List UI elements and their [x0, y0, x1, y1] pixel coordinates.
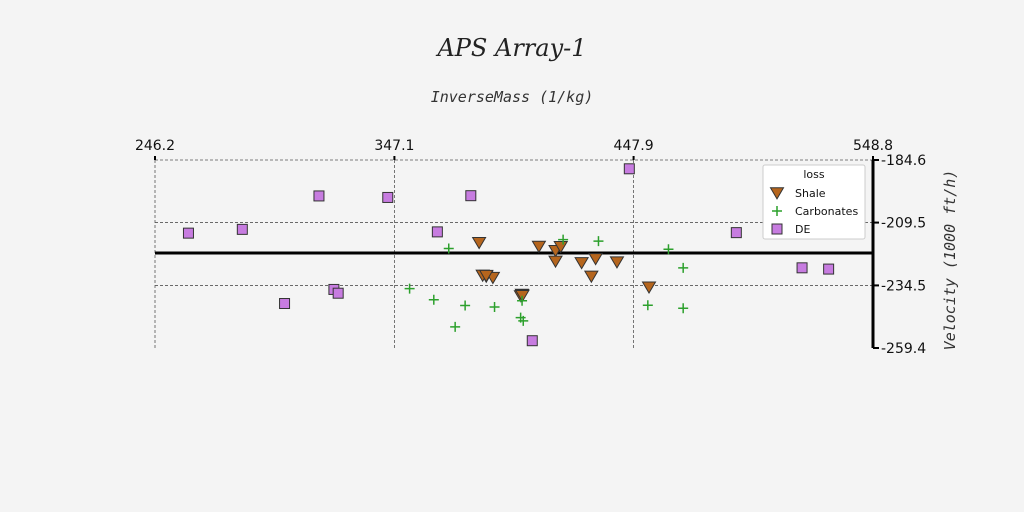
data-point [182, 227, 194, 239]
data-point [428, 294, 439, 305]
y-tick-label: -259.4 [881, 341, 926, 357]
data-point [531, 240, 547, 254]
data-point [823, 263, 835, 275]
data-point [517, 295, 528, 306]
x-axis-label: InverseMass (1/kg) [430, 88, 594, 106]
legend-entry: Carbonates [795, 205, 858, 218]
data-point [471, 236, 487, 250]
legend-box [762, 164, 866, 240]
legend-title: loss [803, 168, 825, 181]
x-tick-label: 548.8 [853, 138, 893, 154]
series-de [182, 163, 835, 347]
legend-entry: Shale [795, 187, 826, 200]
data-point [588, 253, 603, 266]
y-axis-label: Velocity (1000 ft/h) [941, 170, 959, 351]
data-point [623, 163, 635, 175]
data-point [574, 257, 589, 270]
data-point [548, 255, 563, 269]
data-point [515, 312, 526, 323]
data-point [593, 236, 604, 247]
legend: loss Shale Carbonates DE [762, 164, 866, 240]
x-tick-label: 447.9 [614, 138, 654, 154]
chart-title: APS Array-1 [437, 34, 587, 62]
legend-marker [771, 223, 783, 235]
data-point [382, 191, 394, 203]
y-tick-label: -234.5 [881, 278, 926, 294]
data-point [796, 262, 808, 274]
y-tick-label: -184.6 [881, 153, 926, 169]
data-point [236, 223, 248, 235]
x-tick-label: 347.1 [374, 138, 414, 154]
legend-marker [769, 187, 785, 200]
data-point [450, 321, 461, 332]
data-point [489, 302, 500, 313]
data-point [663, 244, 674, 255]
data-point [465, 190, 477, 202]
data-point [678, 303, 689, 314]
data-point [553, 241, 569, 254]
data-point [460, 300, 471, 311]
y-tick-label: -209.5 [881, 216, 926, 232]
data-point [431, 226, 443, 238]
data-point [279, 298, 291, 310]
data-point [678, 262, 689, 273]
legend-marker [772, 206, 782, 216]
data-point [478, 269, 494, 283]
x-tick-label: 246.2 [135, 138, 175, 154]
data-point [313, 190, 325, 202]
series-carbonates [404, 234, 689, 332]
data-point [443, 243, 454, 254]
data-point [730, 227, 742, 239]
data-point [404, 283, 415, 294]
data-point [583, 270, 599, 284]
data-point [332, 287, 344, 299]
series-shale [471, 236, 657, 303]
legend-entry: DE [795, 223, 810, 236]
data-point [526, 335, 538, 347]
data-point [641, 281, 657, 295]
data-point [558, 234, 569, 245]
data-point [609, 256, 625, 269]
data-point [642, 300, 653, 311]
